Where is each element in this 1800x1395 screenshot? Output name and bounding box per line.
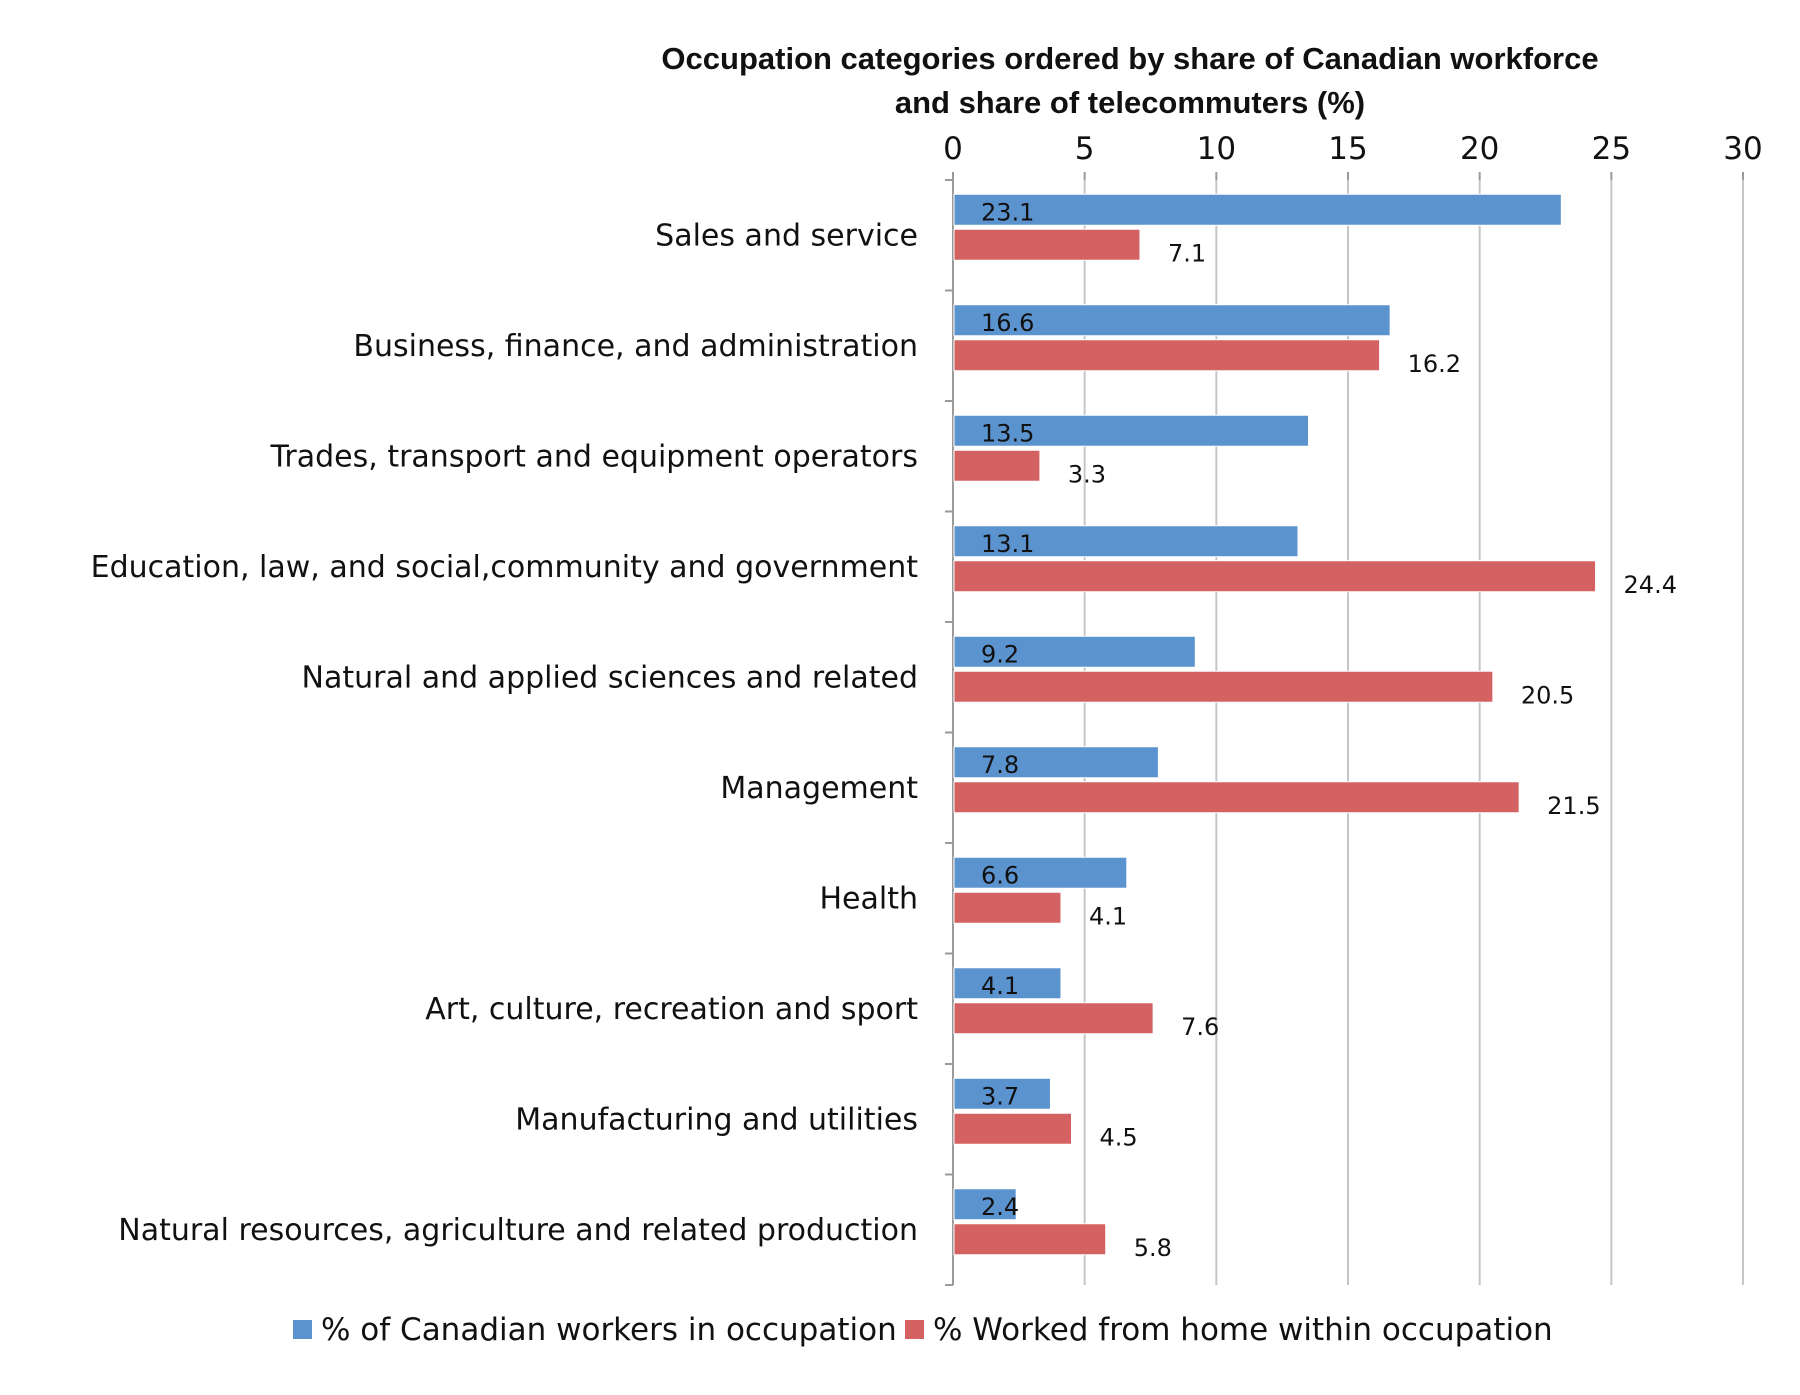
chart-title-line-2: and share of telecommuters (%) [895, 85, 1365, 120]
x-tick-label-15: 15 [1328, 131, 1367, 167]
bar-work-from-home-share [953, 891, 1062, 924]
x-tick-label-0: 0 [943, 131, 963, 167]
data-label-work-from-home-share: 4.5 [1100, 1123, 1138, 1151]
bar-workforce-share [953, 525, 1299, 558]
x-tick-label-30: 30 [1723, 131, 1762, 167]
data-label-work-from-home-share: 16.2 [1408, 350, 1461, 378]
x-tick-label-20: 20 [1460, 131, 1499, 167]
legend-item-workforce-share-swatch [293, 1320, 312, 1339]
data-label-work-from-home-share: 5.8 [1134, 1234, 1172, 1262]
data-label-work-from-home-share: 24.4 [1624, 571, 1677, 599]
category-label: Health [819, 881, 918, 916]
bar-work-from-home-share [953, 670, 1494, 703]
data-label-workforce-share: 3.7 [981, 1082, 1019, 1110]
data-label-workforce-share: 13.5 [981, 419, 1034, 447]
category-label: Management [720, 771, 918, 806]
legend: % of Canadian workers in occupation % Wor… [293, 1312, 1553, 1348]
x-tick-label-10: 10 [1197, 131, 1236, 167]
bar-work-from-home-share [953, 1002, 1154, 1035]
data-label-work-from-home-share: 20.5 [1521, 681, 1574, 709]
y-axis [945, 179, 954, 1286]
data-labels: 23.1 7.1 16.6 16.2 13.5 3.3 13.1 24.4 9.2 20.5 7.8… [981, 198, 1677, 1262]
data-label-workforce-share: 2.4 [981, 1193, 1019, 1221]
bar-work-from-home-share [953, 1112, 1072, 1145]
bar-workforce-share [953, 1077, 1051, 1110]
data-label-workforce-share: 16.6 [981, 309, 1034, 337]
x-tick-label-5: 5 [1075, 131, 1095, 167]
category-label: Sales and service [655, 218, 918, 253]
bar-work-from-home-share [953, 228, 1141, 261]
bar-work-from-home-share [953, 560, 1597, 593]
data-label-work-from-home-share: 21.5 [1547, 792, 1600, 820]
bar-workforce-share [953, 414, 1309, 447]
category-label: Natural resources, agriculture and relat… [118, 1213, 918, 1248]
data-label-work-from-home-share: 7.1 [1168, 239, 1206, 267]
category-label: Trades, transport and equipment operator… [269, 439, 918, 474]
legend-item-workforce-share-label: % of Canadian workers in occupation [321, 1312, 897, 1348]
bar-work-from-home-share [953, 1223, 1107, 1256]
category-label: Education, law, and social,community and… [91, 550, 919, 585]
bar-work-from-home-share [953, 781, 1520, 814]
category-label: Business, finance, and administration [353, 329, 918, 364]
bar-workforce-share [953, 1188, 1017, 1221]
x-tick-label-25: 25 [1592, 131, 1631, 167]
data-label-workforce-share: 7.8 [981, 751, 1019, 779]
bar-work-from-home-share [953, 339, 1381, 372]
bar-workforce-share [953, 746, 1159, 779]
bar-workforce-share [953, 193, 1562, 226]
category-labels: Sales and service Business, finance, and … [91, 218, 919, 1248]
category-label: Natural and applied sciences and related [302, 660, 918, 695]
data-label-work-from-home-share: 7.6 [1181, 1013, 1219, 1041]
x-axis-ticks: 0 5 10 15 20 25 30 [943, 131, 1763, 180]
bar-workforce-share [953, 304, 1391, 337]
category-label: Art, culture, recreation and sport [425, 992, 918, 1027]
bar-work-from-home-share [953, 449, 1041, 482]
legend-item-work-from-home-share-swatch [905, 1320, 924, 1339]
bar-workforce-share [953, 635, 1196, 668]
category-label: Manufacturing and utilities [515, 1102, 918, 1137]
data-label-workforce-share: 4.1 [981, 972, 1019, 1000]
bars [953, 193, 1597, 1256]
data-label-work-from-home-share: 3.3 [1068, 460, 1106, 488]
bar-workforce-share [953, 967, 1062, 1000]
data-label-workforce-share: 23.1 [981, 198, 1034, 226]
data-label-workforce-share: 9.2 [981, 640, 1019, 668]
chart-title-line-1: Occupation categories ordered by share o… [661, 41, 1598, 76]
legend-item-work-from-home-share-label: % Worked from home within occupation [933, 1312, 1553, 1348]
data-label-workforce-share: 13.1 [981, 530, 1034, 558]
data-label-workforce-share: 6.6 [981, 861, 1019, 889]
bar-workforce-share [953, 856, 1128, 889]
data-label-work-from-home-share: 4.1 [1089, 902, 1127, 930]
